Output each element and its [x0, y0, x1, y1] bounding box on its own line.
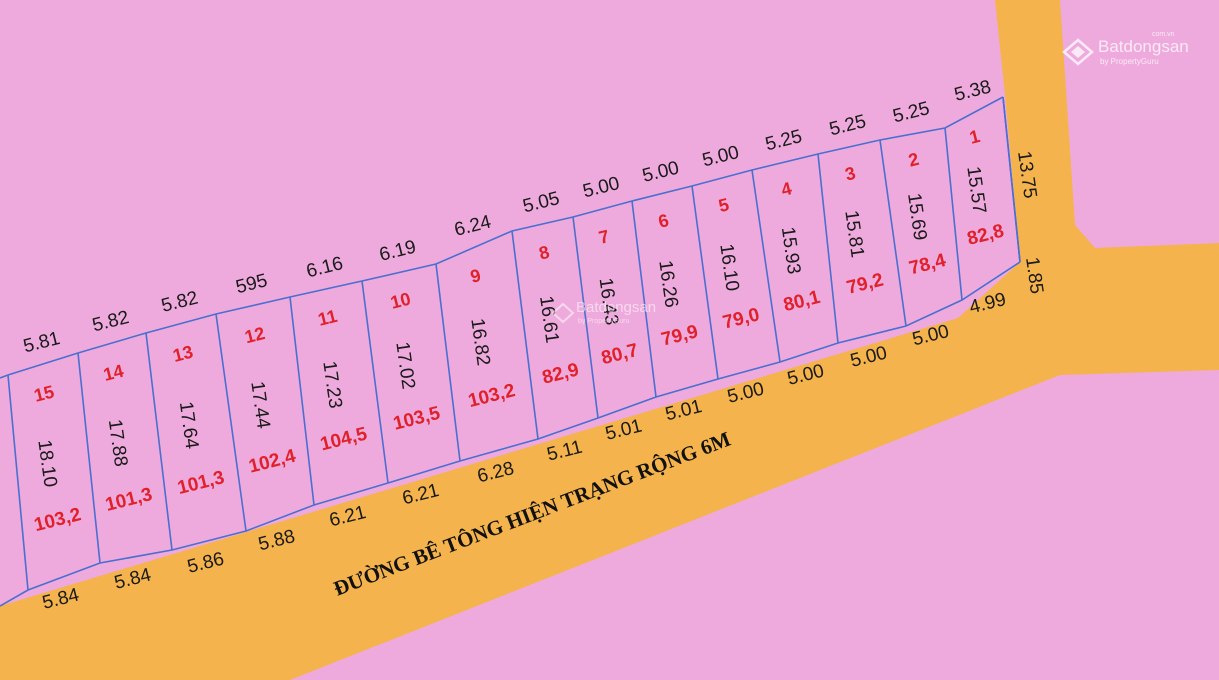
lot-number: 12 — [243, 323, 267, 347]
lot-separator-line — [572, 216, 599, 419]
lots-layer: 5.815.841518.10103,25.825.841417.88101,3… — [0, 77, 1021, 614]
lot-number: 6 — [656, 210, 671, 232]
lot-top-width: 5.25 — [827, 111, 868, 140]
lot-top-width: 5.25 — [763, 126, 804, 155]
lot-top-width: 5.82 — [90, 307, 131, 336]
lot-number: 9 — [468, 265, 483, 287]
lot-number: 1 — [967, 126, 982, 148]
lot-separator-line — [879, 139, 907, 327]
lot-top-width: 6.16 — [304, 253, 345, 282]
lot-top-width: 6.24 — [452, 211, 493, 240]
lot-top-width: 5.82 — [159, 288, 200, 317]
watermark-domain: com.vn — [1152, 31, 1175, 38]
lot-separator-line — [361, 280, 389, 484]
lot-top-width: 5.05 — [521, 188, 562, 217]
lot-separator-line — [631, 200, 657, 398]
lot-top-width: 5.00 — [640, 158, 681, 187]
lot-top-width: 5.81 — [21, 328, 62, 357]
lot-number: 5 — [717, 194, 732, 216]
batdongsan-watermark: Batdongsan by PropertyGuru com.vn — [1062, 31, 1189, 66]
lot-number: 11 — [316, 306, 339, 330]
lot-number: 10 — [388, 288, 412, 312]
lot-separator-line — [435, 263, 461, 462]
lot-top-width: 5.00 — [581, 173, 622, 202]
center-watermark-brand: Batdongsan — [576, 299, 656, 316]
lot-top-width: 5.00 — [700, 142, 741, 171]
center-watermark-sub: by PropertyGuru — [578, 318, 629, 325]
lot-separator-line — [145, 332, 173, 551]
lot-separator-line — [751, 169, 781, 363]
lot-number: 13 — [171, 342, 195, 366]
lot-top-width: 595 — [234, 270, 270, 298]
batdongsan-logo-icon — [1062, 38, 1094, 66]
lot-top-width: 5.38 — [952, 77, 993, 106]
lot-separator-line — [511, 230, 539, 440]
lot-number: 2 — [906, 149, 921, 171]
lot-top-width: 5.25 — [891, 98, 932, 127]
lot-number: 4 — [779, 178, 794, 200]
lot-separator-line — [817, 153, 839, 344]
watermark-brand: Batdongsan — [1098, 37, 1189, 56]
lot-separator-line — [7, 374, 29, 591]
lot-separator-line — [691, 185, 719, 380]
lots-block — [8, 97, 1020, 590]
lot-number: 15 — [32, 382, 56, 406]
watermark-sub: by PropertyGuru — [1100, 57, 1159, 66]
lot-separator-line — [944, 127, 963, 301]
corner-cut-length: 1.85 — [1021, 256, 1047, 296]
lot-number: 14 — [101, 361, 125, 385]
lot-separator-line — [77, 352, 101, 564]
lot-separator-line — [1002, 96, 1021, 263]
center-watermark: Batdongsan by PropertyGuru — [551, 299, 656, 325]
lot-separator-line — [289, 296, 315, 506]
lot-number: 8 — [537, 242, 552, 264]
lot-top-width: 6.19 — [377, 237, 418, 266]
lot-number: 3 — [843, 163, 858, 185]
lot-separator-line — [215, 313, 247, 532]
lot-number: 7 — [597, 226, 612, 248]
